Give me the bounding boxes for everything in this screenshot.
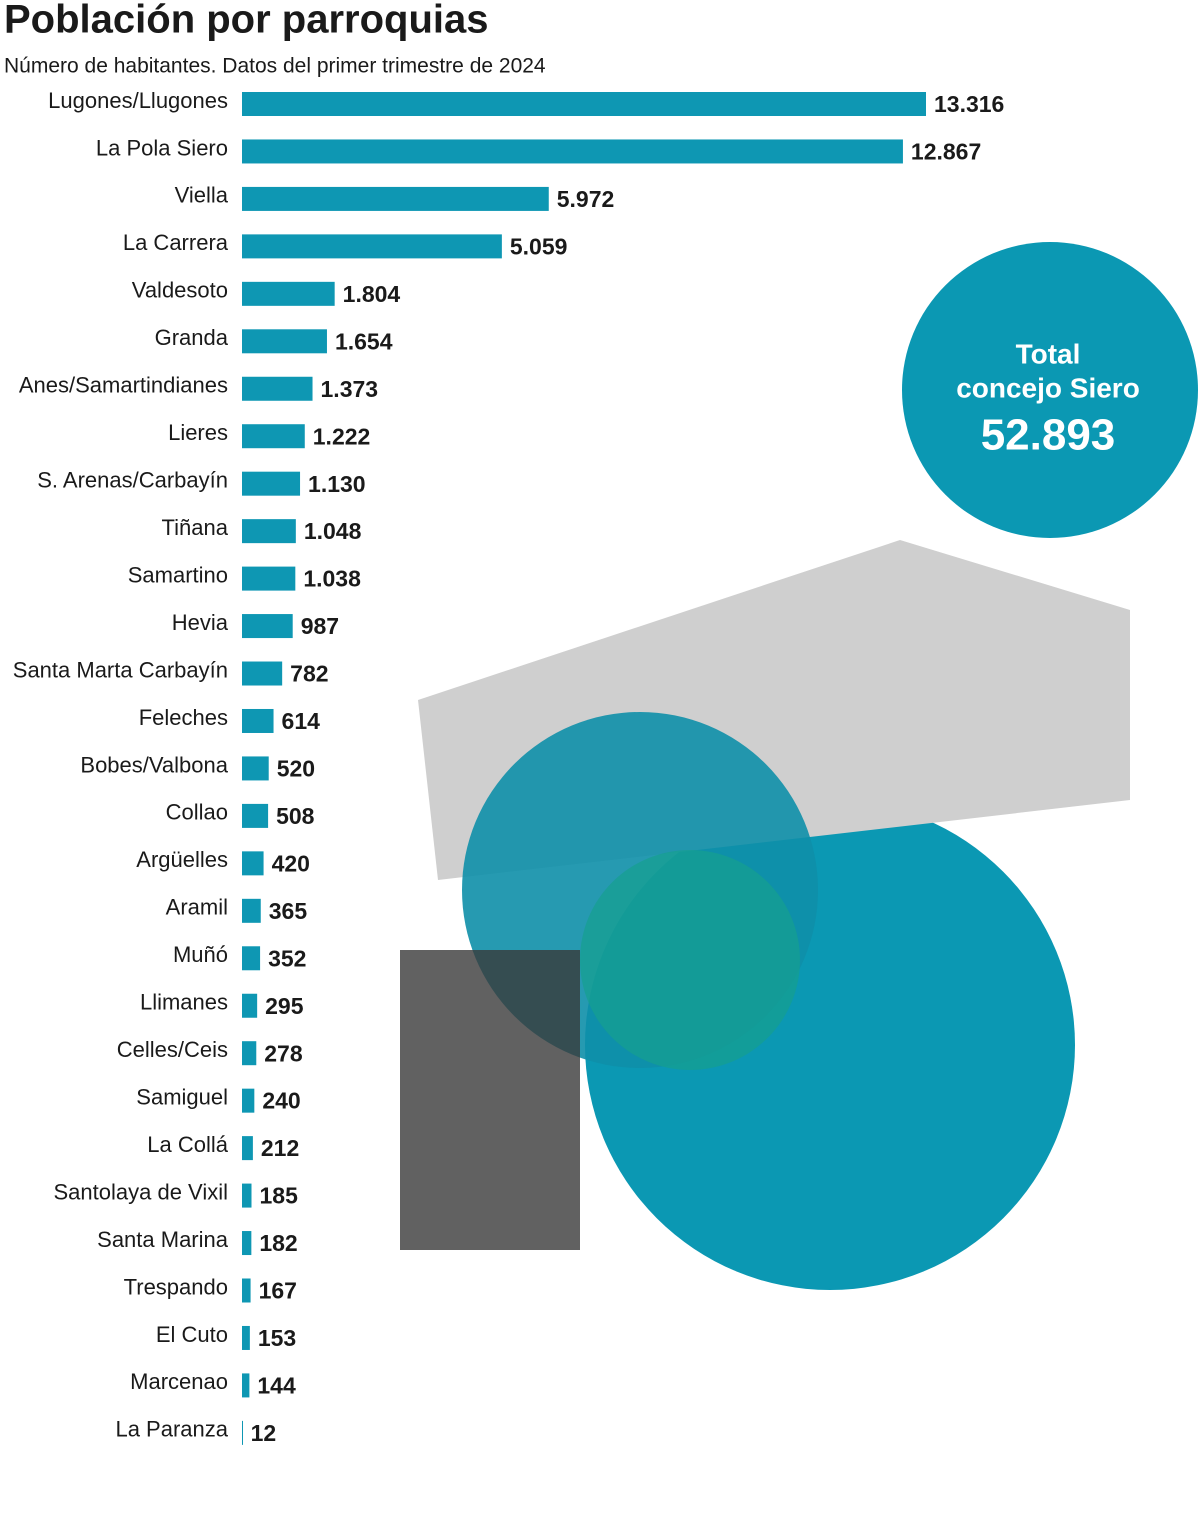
value-label: 1.373 xyxy=(321,376,379,402)
category-label: Aramil xyxy=(166,895,228,920)
value-label: 185 xyxy=(260,1183,299,1209)
value-label: 278 xyxy=(264,1040,303,1066)
value-label: 212 xyxy=(261,1135,299,1161)
value-label: 240 xyxy=(262,1088,300,1114)
value-label: 508 xyxy=(276,803,315,829)
value-label: 1.222 xyxy=(313,423,371,449)
bar xyxy=(242,661,283,686)
category-label: Marcenao xyxy=(130,1369,228,1394)
value-label: 365 xyxy=(269,898,308,924)
value-label: 5.059 xyxy=(510,233,568,259)
value-label: 782 xyxy=(290,661,328,687)
value-label: 144 xyxy=(257,1372,296,1398)
bar xyxy=(242,1325,250,1350)
total-label: concejo Siero xyxy=(956,372,1140,403)
category-label: Anes/Samartindianes xyxy=(19,373,228,398)
value-label: 167 xyxy=(259,1278,297,1304)
bar xyxy=(242,234,502,259)
category-label: La Collá xyxy=(147,1132,228,1157)
bar xyxy=(242,1231,252,1256)
category-label: Samartino xyxy=(128,562,228,587)
bar xyxy=(242,566,296,591)
bar xyxy=(242,92,926,116)
bar xyxy=(242,614,293,639)
bar xyxy=(242,376,313,401)
value-label: 182 xyxy=(259,1230,297,1256)
total-circle xyxy=(902,242,1198,538)
value-label: 13.316 xyxy=(934,91,1004,117)
bar xyxy=(242,329,327,354)
value-label: 153 xyxy=(258,1325,296,1351)
bar xyxy=(242,1136,253,1161)
illustration xyxy=(400,540,1130,1290)
value-label: 12 xyxy=(251,1420,277,1446)
category-label: Valdesoto xyxy=(132,278,228,303)
total-label: Total xyxy=(1016,338,1081,369)
bar xyxy=(242,424,305,449)
value-label: 1.130 xyxy=(308,471,366,497)
value-label: 295 xyxy=(265,993,304,1019)
category-label: Argüelles xyxy=(136,847,228,872)
bar xyxy=(242,1041,257,1066)
category-label: Santa Marina xyxy=(97,1227,229,1252)
value-label: 12.867 xyxy=(911,139,981,165)
bar xyxy=(242,186,549,211)
bar xyxy=(242,1420,243,1445)
category-label: Collao xyxy=(166,800,228,825)
category-label: Hevia xyxy=(172,610,229,635)
category-label: Samiguel xyxy=(136,1084,228,1109)
bench xyxy=(400,950,580,1250)
bar xyxy=(242,139,903,164)
chart-subtitle: Número de habitantes. Datos del primer t… xyxy=(4,55,546,78)
category-label: Feleches xyxy=(139,705,228,730)
category-label: Llimanes xyxy=(140,990,228,1015)
chart-title: Población por parroquias xyxy=(4,0,489,42)
category-label: Santolaya de Vixil xyxy=(54,1179,229,1204)
bar xyxy=(242,519,296,544)
category-label: Tiñana xyxy=(162,515,229,540)
category-label: Lugones/Llugones xyxy=(48,88,228,113)
bar xyxy=(242,1183,252,1208)
value-label: 987 xyxy=(301,613,339,639)
category-label: La Carrera xyxy=(123,230,229,255)
bar xyxy=(242,281,335,306)
category-label: Santa Marta Carbayín xyxy=(13,657,228,682)
bar xyxy=(242,946,261,971)
category-label: Muñó xyxy=(173,942,228,967)
deco-circle xyxy=(580,850,800,1070)
category-label: La Paranza xyxy=(115,1417,228,1442)
value-label: 1.048 xyxy=(304,518,362,544)
category-label: Celles/Ceis xyxy=(117,1037,228,1062)
category-label: Granda xyxy=(155,325,229,350)
bar xyxy=(242,708,274,733)
bar xyxy=(242,993,258,1018)
value-label: 1.804 xyxy=(343,281,401,307)
category-label: Viella xyxy=(175,183,229,208)
category-label: El Cuto xyxy=(156,1322,228,1347)
value-label: 1.038 xyxy=(303,566,361,592)
bar xyxy=(242,1278,251,1303)
bar xyxy=(242,803,269,828)
value-label: 352 xyxy=(268,945,306,971)
bar xyxy=(242,1088,255,1113)
category-label: Trespando xyxy=(124,1274,228,1299)
total-value: 52.893 xyxy=(981,411,1116,460)
value-label: 520 xyxy=(277,756,315,782)
value-label: 420 xyxy=(272,850,310,876)
category-label: La Pola Siero xyxy=(96,135,228,160)
bar xyxy=(242,851,264,876)
bar xyxy=(242,898,261,923)
bar xyxy=(242,756,269,781)
category-label: Lieres xyxy=(168,420,228,445)
bar xyxy=(242,1373,250,1398)
bar xyxy=(242,471,301,496)
category-label: Bobes/Valbona xyxy=(80,752,228,777)
category-label: S. Arenas/Carbayín xyxy=(37,467,228,492)
value-label: 614 xyxy=(282,708,321,734)
value-label: 1.654 xyxy=(335,328,393,354)
value-label: 5.972 xyxy=(557,186,615,212)
